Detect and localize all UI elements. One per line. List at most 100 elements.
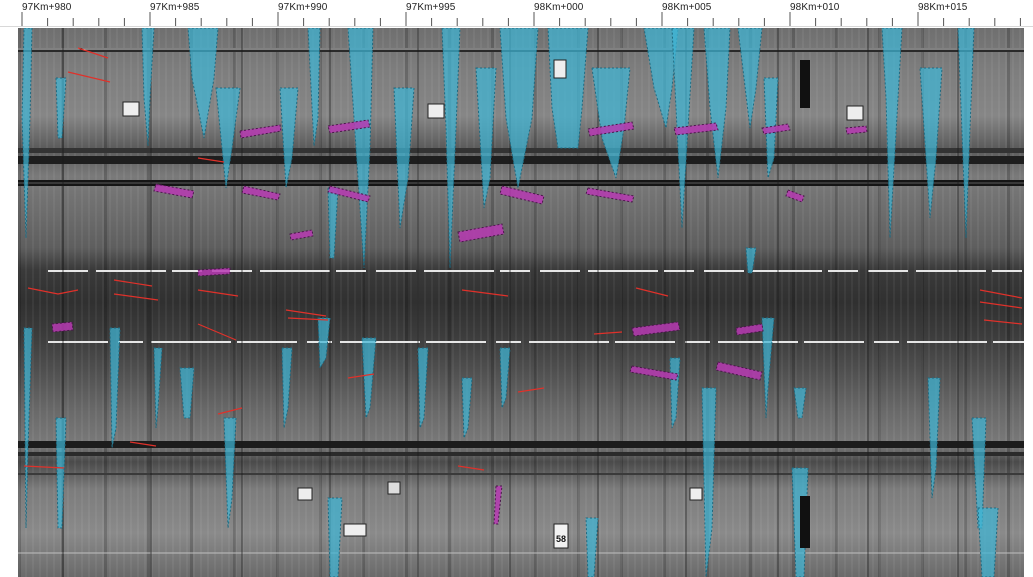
crack	[197, 157, 225, 163]
leakage-region	[881, 28, 903, 239]
leakage-region	[21, 28, 33, 239]
leakage-region	[223, 417, 237, 529]
mileage-ruler: 97Km+980 97Km+985 97Km+990 97Km+995 98Km…	[0, 0, 1033, 27]
leakage-region	[361, 337, 377, 419]
defect-overlay[interactable]: 58	[18, 28, 1024, 577]
spalling-regions[interactable]	[51, 119, 868, 525]
spalling-region	[239, 124, 282, 139]
spalling-region	[629, 365, 679, 381]
crack	[27, 287, 79, 295]
crack	[347, 373, 375, 379]
crack	[635, 287, 669, 297]
spalling-region	[631, 321, 681, 337]
leakage-region	[669, 357, 681, 429]
lining-signs: 58	[122, 59, 864, 549]
spalling-region	[241, 185, 281, 201]
ruler-label: 97Km+990	[278, 2, 328, 13]
crack	[23, 465, 65, 469]
leakage-region	[417, 347, 429, 429]
sign-plate	[800, 60, 810, 108]
leakage-region	[55, 77, 67, 139]
leakage-region	[927, 377, 941, 499]
crack	[285, 309, 327, 317]
leakage-region	[737, 28, 763, 129]
crack	[461, 289, 509, 297]
crack	[113, 279, 153, 287]
crack	[287, 317, 329, 321]
leakage-region	[977, 507, 999, 577]
leakage-region	[499, 28, 539, 189]
spalling-region	[715, 361, 763, 381]
sign-plate	[427, 103, 445, 119]
sign-plate	[800, 496, 810, 548]
ruler-label: 98Km+015	[918, 2, 968, 13]
spalling-region	[197, 267, 231, 277]
ruler-label: 98Km+005	[662, 2, 712, 13]
sign-plate	[553, 59, 567, 79]
joint-line	[18, 452, 1024, 456]
spalling-region	[327, 119, 371, 134]
crack	[979, 289, 1023, 299]
leakage-region	[187, 28, 219, 139]
spalling-region	[785, 189, 805, 203]
leakage-region	[281, 347, 293, 429]
ruler-label: 97Km+995	[406, 2, 456, 13]
leakage-region	[153, 347, 163, 429]
leakage-region	[475, 67, 497, 209]
spalling-region	[845, 125, 868, 135]
leakage-region	[919, 67, 943, 219]
crack	[217, 407, 243, 415]
leakage-region	[327, 187, 339, 259]
leakage-region	[745, 247, 757, 274]
leakage-region	[215, 87, 241, 189]
leakage-region	[591, 67, 631, 179]
leakage-region	[109, 327, 121, 449]
ruler-ticks	[21, 12, 1021, 26]
crack-lines[interactable]	[23, 47, 1023, 471]
spalling-region	[761, 123, 791, 135]
leakage-region	[585, 517, 599, 577]
sign-plate	[387, 481, 401, 495]
leakage-region	[327, 497, 343, 577]
spalling-region	[457, 223, 505, 243]
sign-plate	[689, 487, 703, 501]
spalling-region	[289, 229, 314, 241]
leakage-region	[279, 87, 299, 189]
leakage-region	[499, 347, 511, 409]
spalling-region	[735, 323, 764, 336]
sign-plate	[297, 487, 313, 501]
spalling-region	[499, 185, 545, 205]
ruler-label: 97Km+985	[150, 2, 200, 13]
crack	[983, 319, 1023, 325]
spalling-region	[587, 121, 635, 137]
ruler-label: 98Km+000	[534, 2, 584, 13]
leakage-region	[703, 28, 731, 179]
leakage-region	[547, 28, 589, 149]
leakage-region	[793, 387, 807, 419]
ruler-label: 97Km+980	[22, 2, 72, 13]
marker-plate	[553, 523, 569, 549]
crack	[197, 289, 239, 297]
leakage-region	[55, 417, 67, 529]
leakage-region	[701, 387, 717, 577]
marker-plate-label: 58	[556, 534, 566, 544]
leakage-region	[643, 28, 679, 129]
spalling-region	[493, 485, 503, 525]
spalling-region	[585, 187, 635, 203]
crack	[197, 323, 237, 341]
spalling-region	[153, 183, 195, 199]
leakage-region	[317, 317, 331, 370]
crack	[593, 331, 623, 335]
ruler-label: 98Km+010	[790, 2, 840, 13]
leakage-region	[179, 367, 195, 419]
lining-scan-image[interactable]: 58	[18, 28, 1024, 577]
spalling-region	[327, 185, 371, 203]
sign-plate	[343, 523, 367, 537]
spalling-region	[51, 321, 74, 333]
sign-plate	[846, 105, 864, 121]
crack	[517, 387, 545, 393]
crack	[129, 441, 157, 447]
crack	[979, 301, 1023, 309]
rail-band	[18, 441, 1024, 448]
